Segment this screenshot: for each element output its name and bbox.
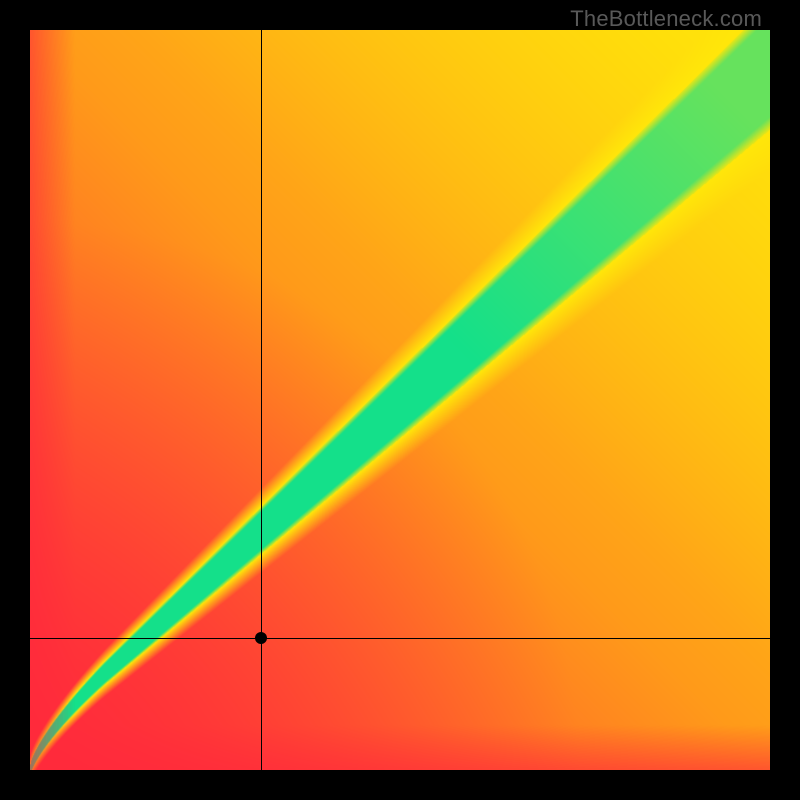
crosshair-vertical — [261, 30, 262, 770]
crosshair-horizontal — [30, 638, 770, 639]
heatmap-canvas — [30, 30, 770, 770]
marker-dot — [255, 632, 267, 644]
chart-frame: TheBottleneck.com — [0, 0, 800, 800]
plot-area — [30, 30, 770, 770]
watermark-text: TheBottleneck.com — [570, 6, 762, 32]
